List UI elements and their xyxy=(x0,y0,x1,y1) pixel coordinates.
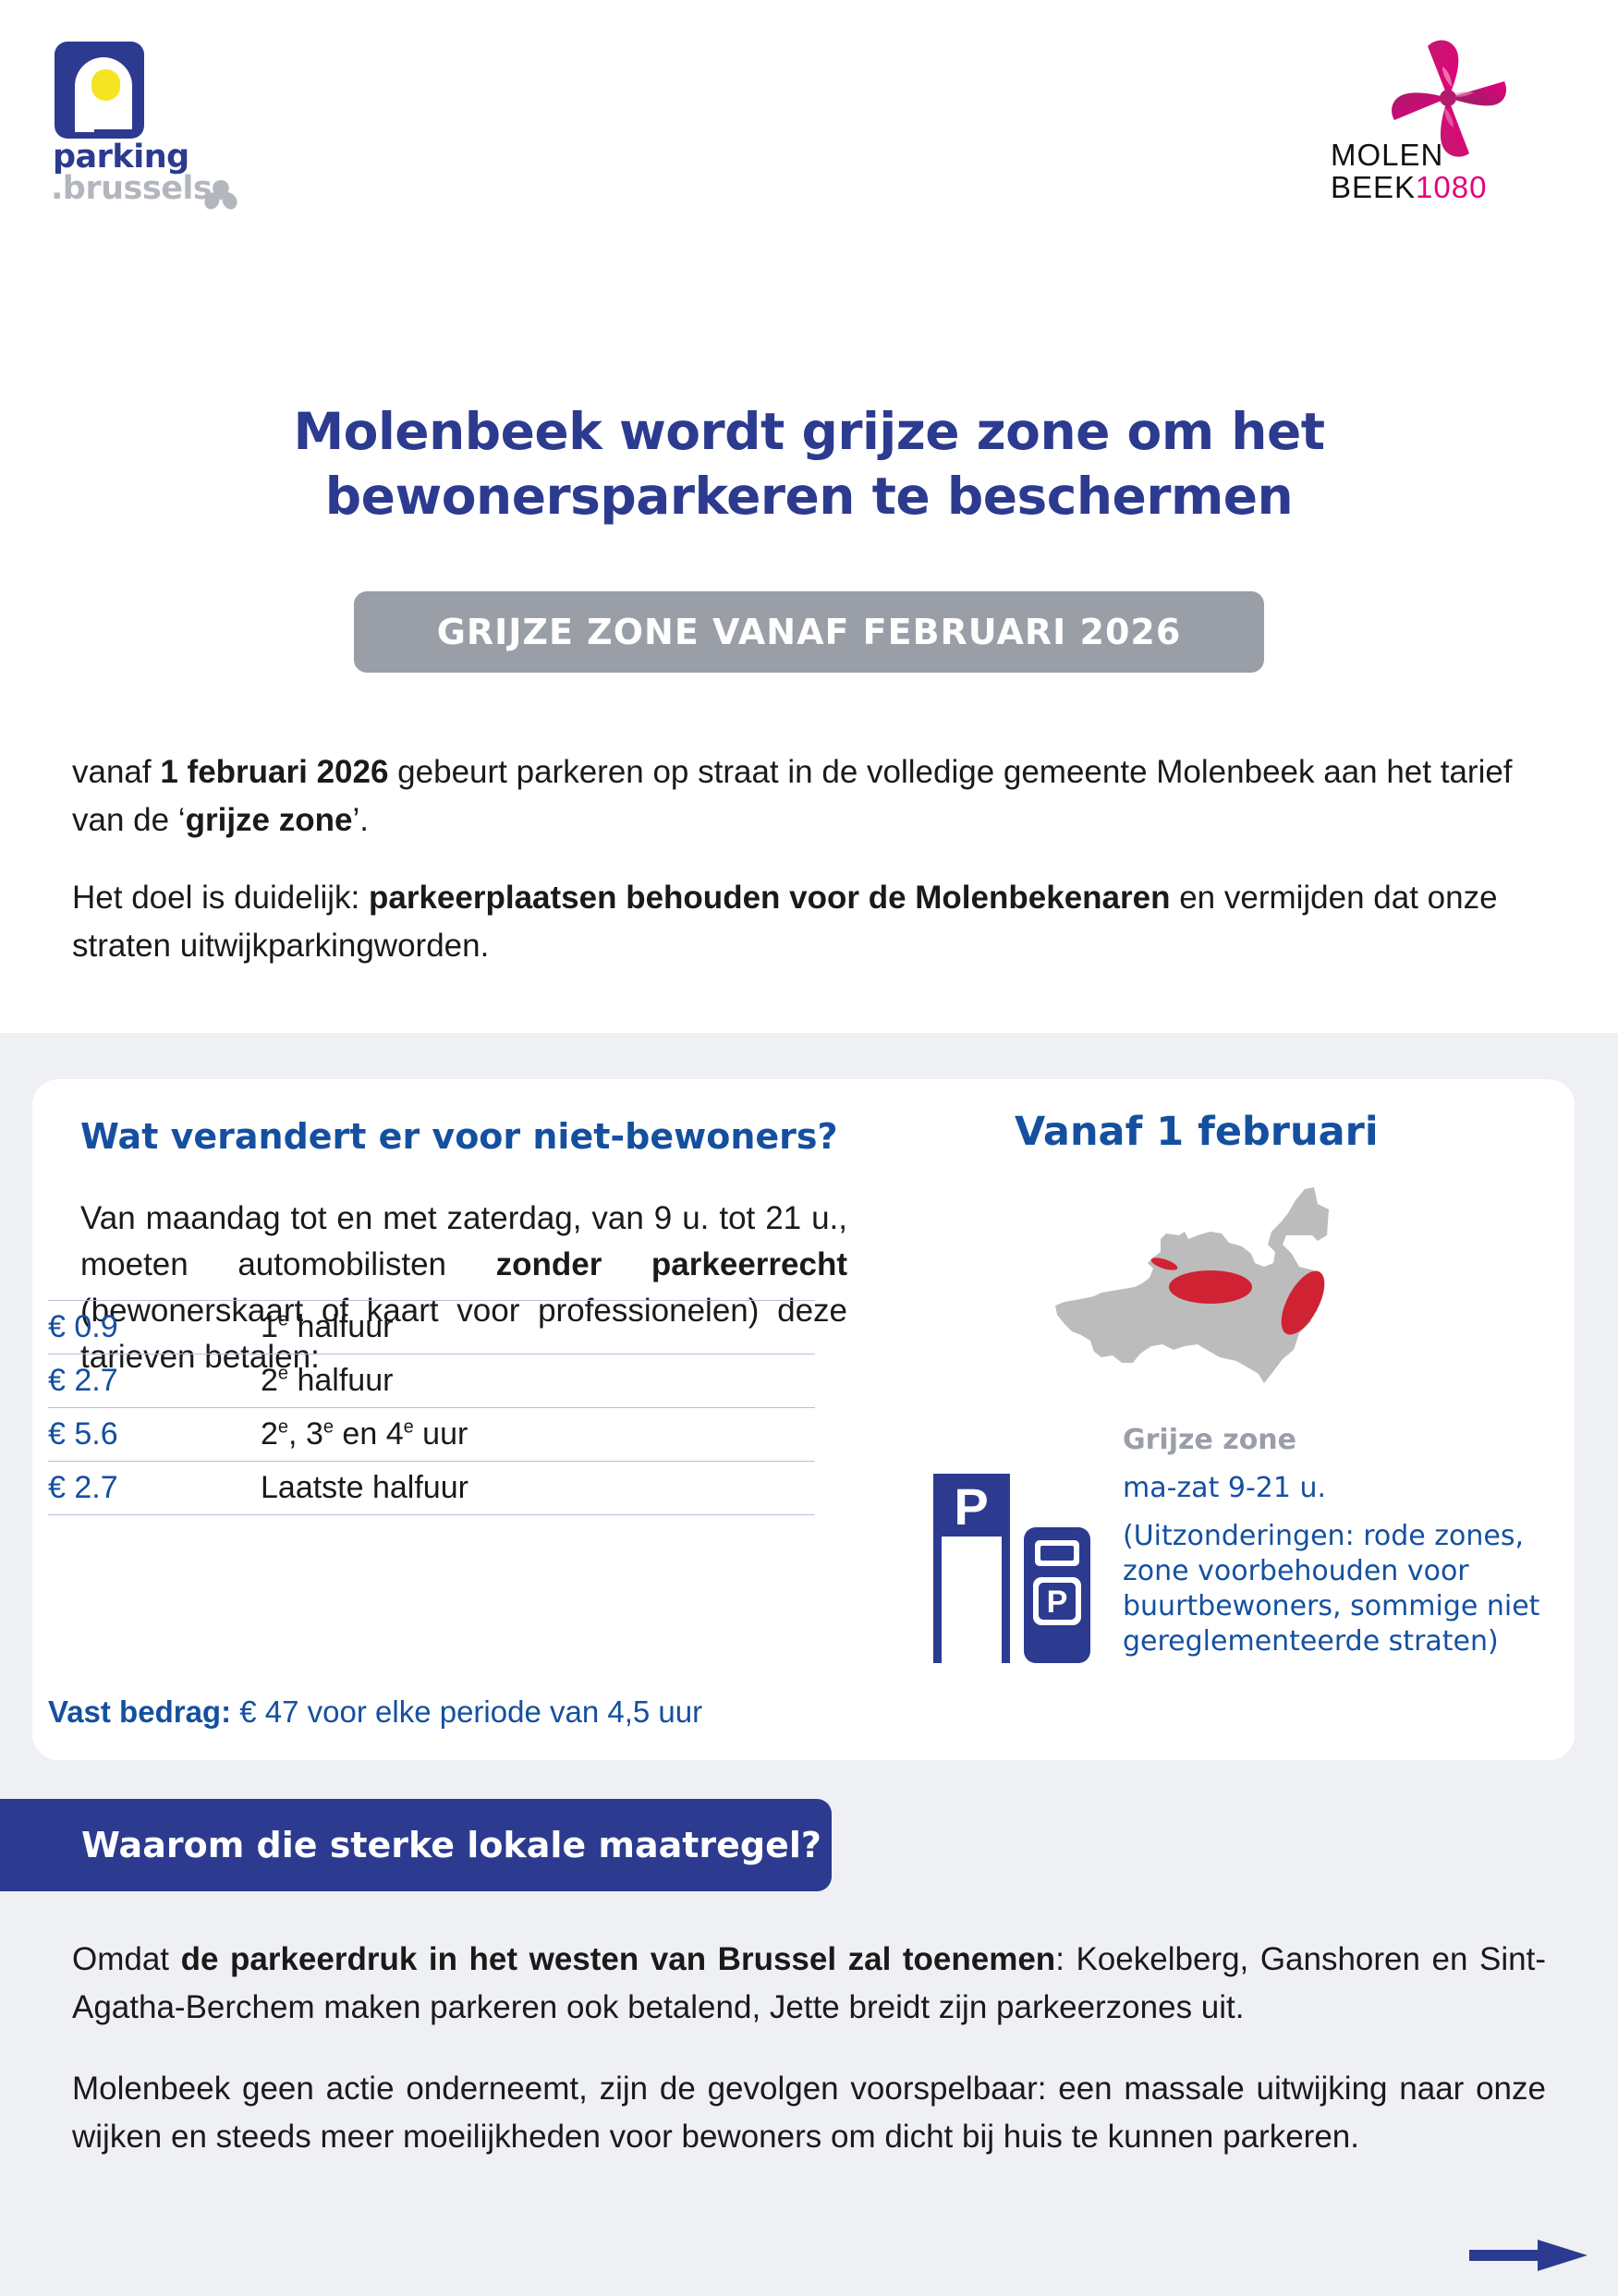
price-table: € 0.9 1e halfuur € 2.7 2e halfuur € 5.6 … xyxy=(48,1300,815,1515)
fixed-fee-note: Vast bedrag: € 47 voor elke periode van … xyxy=(48,1695,703,1729)
price-label: 2e, 3e en 4e uur xyxy=(261,1407,815,1462)
outro-paragraph-2: Molenbeek geen actie onderneemt, zijn de… xyxy=(72,2071,1546,2155)
molenbeek-logo-line1: MOLEN xyxy=(1331,138,1444,172)
outro-paragraphs: Omdat de parkeerdruk in het westen van B… xyxy=(72,1936,1546,2194)
why-banner: Waarom die sterke lokale maatregel? xyxy=(0,1799,832,1891)
pinwheel-icon xyxy=(1392,40,1507,157)
molenbeek-logo-line2-pink: 1080 xyxy=(1416,170,1488,204)
map-legend: Grijze zone ma-zat 9-21 u. (Uitzondering… xyxy=(1123,1423,1548,1659)
parking-p-icon xyxy=(55,42,144,139)
price-amount: € 2.7 xyxy=(48,1461,261,1515)
grey-zone-badge: GRIJZE ZONE VANAF FEBRUARI 2026 xyxy=(354,591,1264,673)
page-title: Molenbeek wordt grijze zone om het bewon… xyxy=(293,401,1325,526)
grey-zone-badge-label: GRIJZE ZONE VANAF FEBRUARI 2026 xyxy=(436,612,1182,652)
molenbeek-1080-logo: MOLEN BEEK1080 xyxy=(1331,35,1571,203)
price-label: 2e halfuur xyxy=(261,1354,815,1408)
table-row: € 5.6 2e, 3e en 4e uur xyxy=(48,1407,815,1462)
price-label: 1e halfuur xyxy=(261,1300,815,1355)
intro-paragraph-1: vanaf 1 februari 2026 gebeurt parkeren o… xyxy=(72,754,1513,838)
table-row: € 0.9 1e halfuur xyxy=(48,1300,815,1355)
vanaf-heading: Vanaf 1 februari xyxy=(1015,1109,1379,1155)
legend-grey-zone-label: Grijze zone xyxy=(1123,1424,1297,1456)
parking-sign-icon: P P xyxy=(924,1474,1100,1668)
svg-text:P: P xyxy=(954,1477,988,1536)
price-amount: € 2.7 xyxy=(48,1354,261,1408)
parking-logo-word-bottom: .brussels xyxy=(51,170,213,207)
intro-paragraph-2: Het doel is duidelijk: parkeerplaatsen b… xyxy=(72,880,1498,964)
price-label: Laatste halfuur xyxy=(261,1461,815,1515)
table-row: € 2.7 2e halfuur xyxy=(48,1354,815,1408)
outro-paragraph-1: Omdat de parkeerdruk in het westen van B… xyxy=(72,1941,1546,2025)
legend-note: (Uitzonderingen: rode zones, zone voorbe… xyxy=(1123,1520,1540,1658)
brussels-iris-icon xyxy=(204,180,237,210)
molenbeek-logo-text: MOLEN BEEK1080 xyxy=(1331,139,1487,203)
price-amount: € 5.6 xyxy=(48,1407,261,1462)
price-amount: € 0.9 xyxy=(48,1300,261,1355)
arrow-right-icon[interactable] xyxy=(1469,2236,1589,2275)
parking-logo-word-top: parking xyxy=(53,139,189,176)
table-row: € 2.7 Laatste halfuur xyxy=(48,1461,815,1515)
svg-text:P: P xyxy=(1047,1585,1068,1620)
molenbeek-map-icon xyxy=(1044,1178,1340,1395)
intro-paragraphs: vanaf 1 februari 2026 gebeurt parkeren o… xyxy=(72,748,1546,1000)
parking-brussels-logo: parking .brussels xyxy=(51,42,237,210)
why-banner-label: Waarom die sterke lokale maatregel? xyxy=(81,1825,821,1865)
legend-hours: ma-zat 9-21 u. xyxy=(1123,1472,1327,1504)
molenbeek-logo-line2-black: BEEK xyxy=(1331,170,1417,204)
non-residents-heading: Wat verandert er voor niet-bewoners? xyxy=(80,1116,838,1157)
